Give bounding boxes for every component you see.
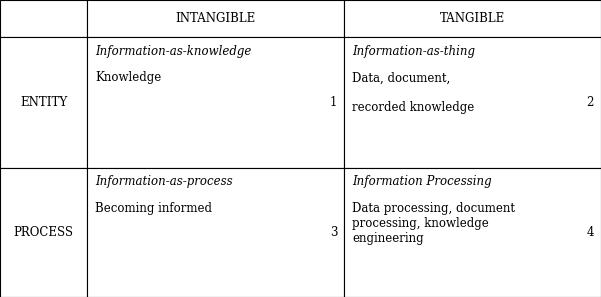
- Text: Data processing, document
processing, knowledge
engineering: Data processing, document processing, kn…: [352, 202, 515, 245]
- Bar: [87, 37, 344, 168]
- Bar: [344, 168, 601, 297]
- Text: Knowledge: Knowledge: [95, 71, 161, 84]
- Text: Data, document,

recorded knowledge: Data, document, recorded knowledge: [352, 71, 474, 114]
- Bar: [0, 37, 87, 168]
- Bar: [0, 0, 87, 37]
- Bar: [0, 168, 87, 297]
- Bar: [344, 0, 601, 37]
- Text: 1: 1: [330, 96, 337, 109]
- Text: 4: 4: [587, 226, 594, 239]
- Bar: [344, 37, 601, 168]
- Text: 3: 3: [330, 226, 337, 239]
- Bar: [87, 168, 344, 297]
- Text: Becoming informed: Becoming informed: [95, 202, 212, 215]
- Text: 2: 2: [587, 96, 594, 109]
- Text: Information-as-thing: Information-as-thing: [352, 45, 475, 58]
- Text: ENTITY: ENTITY: [20, 96, 67, 109]
- Text: Information Processing: Information Processing: [352, 175, 492, 188]
- Text: TANGIBLE: TANGIBLE: [440, 12, 505, 25]
- Bar: [87, 0, 344, 37]
- Text: INTANGIBLE: INTANGIBLE: [175, 12, 256, 25]
- Text: PROCESS: PROCESS: [14, 226, 73, 239]
- Text: Information-as-process: Information-as-process: [95, 175, 233, 188]
- Text: Information-as-knowledge: Information-as-knowledge: [95, 45, 251, 58]
